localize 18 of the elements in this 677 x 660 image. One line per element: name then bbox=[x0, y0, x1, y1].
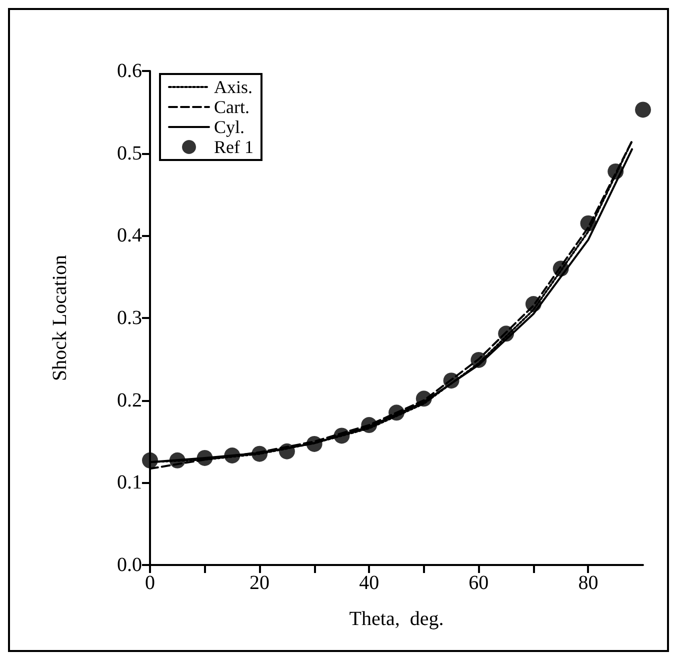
y-tick-label: 0.3 bbox=[117, 307, 142, 329]
x-tick-label: 60 bbox=[468, 572, 489, 594]
x-tick-label: 40 bbox=[359, 572, 380, 594]
y-tick-label: 0.4 bbox=[117, 224, 142, 247]
y-tick-label: 0.5 bbox=[117, 142, 142, 164]
x-tick-label: 80 bbox=[578, 572, 598, 594]
legend-label: Ref 1 bbox=[214, 137, 254, 157]
x-tick-label: 20 bbox=[250, 572, 270, 594]
y-tick-label: 0.0 bbox=[117, 554, 142, 576]
x-axis-title: Theta, deg. bbox=[349, 608, 444, 630]
y-tick-label: 0.2 bbox=[117, 389, 142, 412]
x-tick-label: 0 bbox=[145, 572, 155, 594]
y-tick-label: 0.6 bbox=[117, 60, 142, 82]
legend-label: Cart. bbox=[214, 97, 250, 117]
legend-label: Cyl. bbox=[214, 117, 245, 137]
legend-label: Axis. bbox=[214, 77, 253, 97]
y-tick-label: 0.1 bbox=[117, 472, 142, 494]
y-axis-title: Shock Location bbox=[49, 254, 71, 382]
